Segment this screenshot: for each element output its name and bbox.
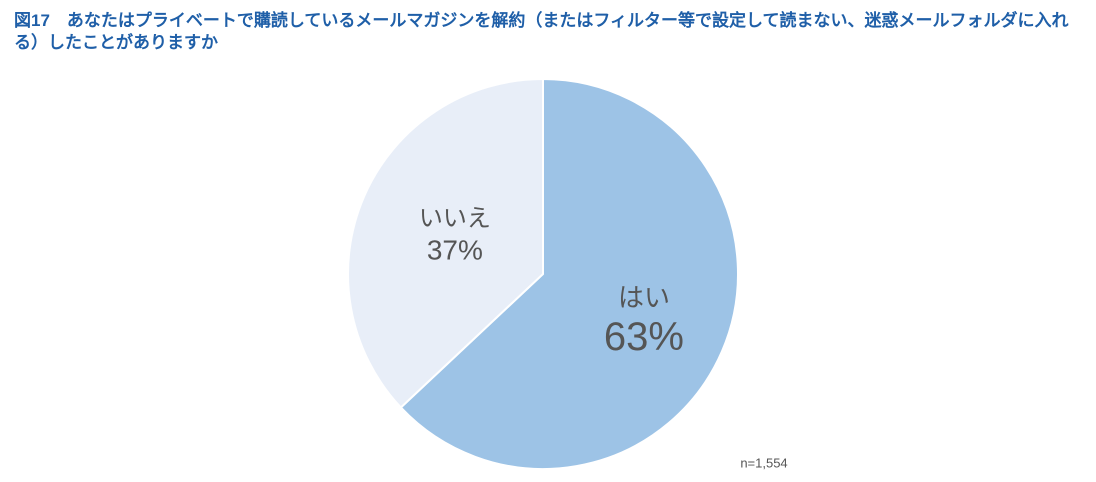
value-label: 63% bbox=[604, 315, 684, 359]
slice-label: いいえ bbox=[419, 205, 491, 232]
pie-slice bbox=[399, 77, 739, 470]
chart-title: 図17 あなたはプライベートで購読しているメールマガジンを解約（またはフィルター… bbox=[14, 11, 1069, 52]
pie-slice bbox=[347, 77, 544, 409]
sample-note: n=1,554 bbox=[740, 455, 787, 470]
slice-label: はい bbox=[618, 283, 670, 313]
value-label: 37% bbox=[427, 234, 483, 265]
